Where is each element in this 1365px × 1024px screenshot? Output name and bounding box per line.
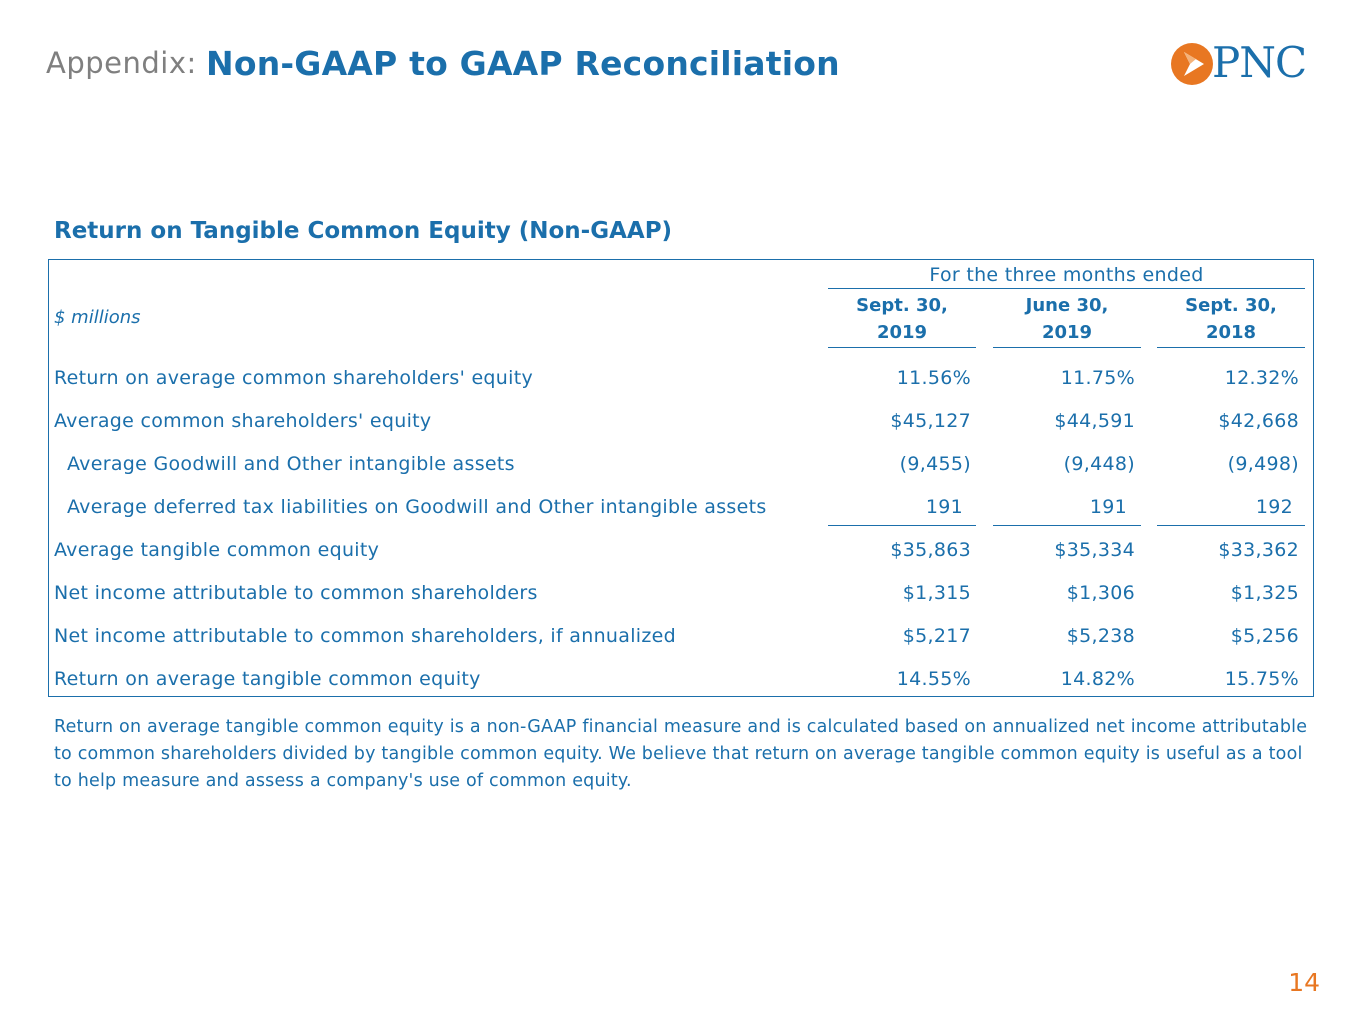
table-cell: $1,306 bbox=[1066, 582, 1135, 604]
pnc-logo-text: PNC bbox=[1212, 38, 1307, 87]
row-label: Return on average tangible common equity bbox=[54, 668, 481, 690]
table-cell: $45,127 bbox=[890, 410, 971, 432]
table-cell: 12.32% bbox=[1224, 367, 1299, 389]
period-header: For the three months ended bbox=[828, 264, 1305, 289]
table-cell: $1,315 bbox=[902, 582, 971, 604]
units-label: $ millions bbox=[54, 307, 141, 328]
row-label: Net income attributable to common shareh… bbox=[54, 625, 676, 647]
column-header-june-2019: June 30, 2019 bbox=[993, 292, 1141, 348]
column-header-sept-2018: Sept. 30, 2018 bbox=[1157, 292, 1305, 348]
page-title: Non-GAAP to GAAP Reconciliation bbox=[206, 44, 840, 83]
column-header-line1: June 30, bbox=[1025, 295, 1109, 316]
table-cell: $5,238 bbox=[1066, 625, 1135, 647]
column-header-line2: 2018 bbox=[1205, 322, 1257, 343]
appendix-label: Appendix: bbox=[46, 46, 197, 80]
table-cell: 14.55% bbox=[896, 668, 971, 690]
table-cell: $33,362 bbox=[1218, 539, 1299, 561]
table-cell: 15.75% bbox=[1224, 668, 1299, 690]
table-cell: $1,325 bbox=[1230, 582, 1299, 604]
column-header-sept-2019: Sept. 30, 2019 bbox=[828, 292, 976, 348]
table-cell: $44,591 bbox=[1054, 410, 1135, 432]
table-cell: $5,217 bbox=[902, 625, 971, 647]
column-header-line1: Sept. 30, bbox=[856, 295, 948, 316]
reconciliation-table bbox=[48, 259, 1314, 697]
subtotal-rule bbox=[993, 525, 1141, 526]
table-cell: 14.82% bbox=[1060, 668, 1135, 690]
row-label: Return on average common shareholders' e… bbox=[54, 367, 534, 389]
table-cell: (9,448) bbox=[1063, 453, 1135, 475]
row-label: Average deferred tax liabilities on Good… bbox=[67, 496, 767, 518]
section-title: Return on Tangible Common Equity (Non-GA… bbox=[54, 218, 673, 244]
table-cell: 191 bbox=[1089, 496, 1127, 518]
row-label: Average Goodwill and Other intangible as… bbox=[67, 453, 515, 475]
table-cell: (9,498) bbox=[1227, 453, 1299, 475]
table-cell: $35,334 bbox=[1054, 539, 1135, 561]
table-cell: $42,668 bbox=[1218, 410, 1299, 432]
table-cell: 192 bbox=[1255, 496, 1293, 518]
table-cell: $35,863 bbox=[890, 539, 971, 561]
table-cell: 191 bbox=[925, 496, 963, 518]
column-header-line2: 2019 bbox=[1041, 322, 1093, 343]
column-header-line2: 2019 bbox=[876, 322, 928, 343]
subtotal-rule bbox=[1157, 525, 1305, 526]
subtotal-rule bbox=[828, 525, 976, 526]
row-label: Average tangible common equity bbox=[54, 539, 380, 561]
pnc-logo-icon bbox=[1171, 43, 1213, 85]
footnote: Return on average tangible common equity… bbox=[54, 717, 1308, 791]
table-cell: (9,455) bbox=[899, 453, 971, 475]
table-cell: $5,256 bbox=[1230, 625, 1299, 647]
row-label: Net income attributable to common shareh… bbox=[54, 582, 538, 604]
table-cell: 11.75% bbox=[1060, 367, 1135, 389]
table-cell: 11.56% bbox=[896, 367, 971, 389]
page-number: 14 bbox=[1288, 968, 1320, 997]
column-header-line1: Sept. 30, bbox=[1185, 295, 1277, 316]
row-label: Average common shareholders' equity bbox=[54, 410, 432, 432]
